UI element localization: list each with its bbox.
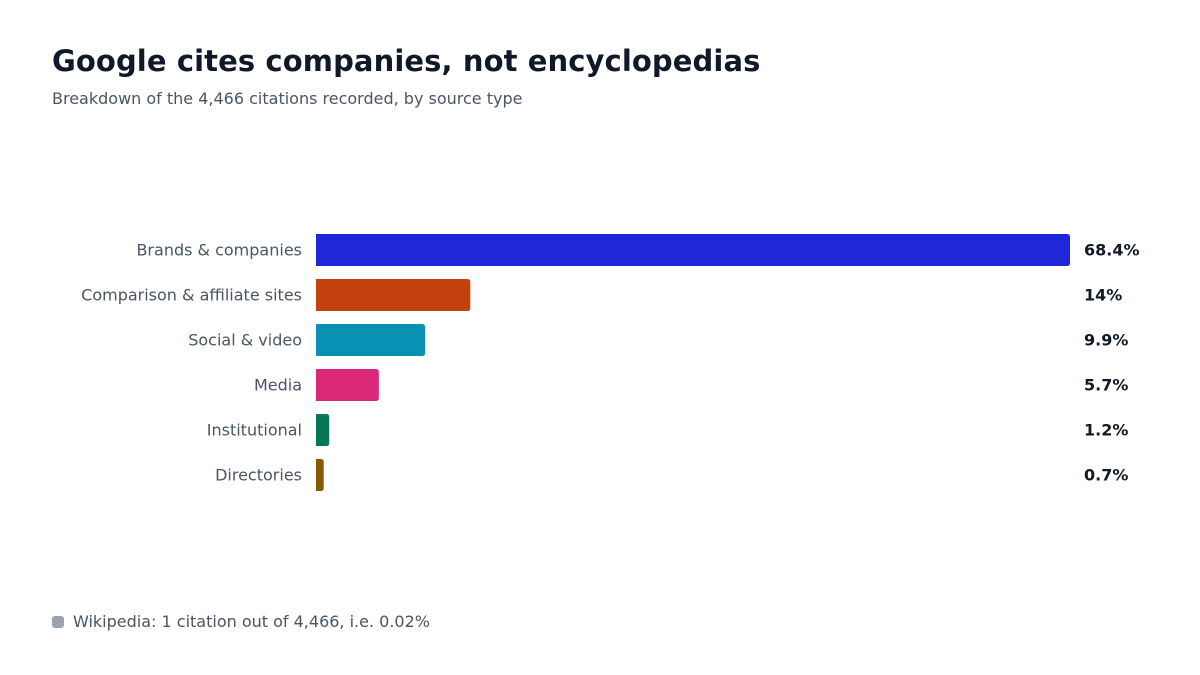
bar-chart: Brands & companies 68.4% Comparison & affi… bbox=[81, 234, 1140, 491]
category-label: Institutional bbox=[207, 421, 302, 440]
value-label: 0.7% bbox=[1084, 466, 1128, 485]
category-label: Directories bbox=[215, 466, 302, 485]
bar bbox=[316, 459, 324, 491]
category-label: Media bbox=[254, 376, 302, 395]
value-label: 14% bbox=[1084, 286, 1122, 305]
footnote: Wikipedia: 1 citation out of 4,466, i.e.… bbox=[52, 612, 430, 631]
bar bbox=[316, 234, 1070, 266]
category-label: Comparison & affiliate sites bbox=[81, 286, 302, 305]
footnote-text: Wikipedia: 1 citation out of 4,466, i.e.… bbox=[73, 612, 430, 631]
bar bbox=[316, 324, 426, 356]
value-label: 1.2% bbox=[1084, 421, 1128, 440]
category-label: Brands & companies bbox=[136, 241, 302, 260]
footnote-swatch bbox=[52, 615, 64, 628]
chart-subtitle: Breakdown of the 4,466 citations recorde… bbox=[52, 89, 523, 108]
category-label: Social & video bbox=[188, 331, 302, 350]
value-label: 5.7% bbox=[1084, 376, 1128, 395]
bar bbox=[316, 369, 379, 401]
chart-title: Google cites companies, not encyclopedia… bbox=[52, 44, 761, 78]
bar bbox=[316, 414, 330, 446]
bar bbox=[316, 279, 471, 311]
value-label: 68.4% bbox=[1084, 241, 1140, 260]
value-label: 9.9% bbox=[1084, 331, 1128, 350]
